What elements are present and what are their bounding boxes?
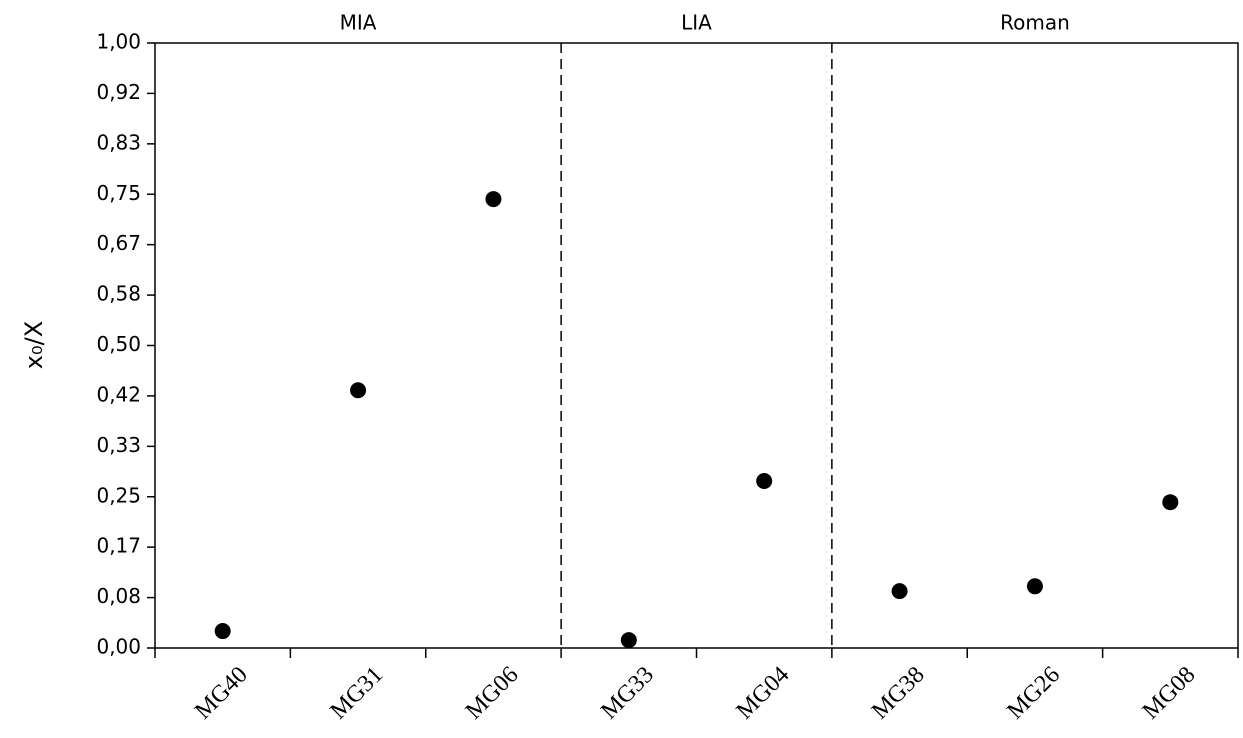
- plot-frame: [154, 42, 1239, 649]
- x-tick-label: MG04: [732, 662, 795, 725]
- x-tick-label: MG38: [867, 662, 930, 725]
- y-tick-label: 0,17: [96, 534, 141, 558]
- y-tick-label: 0,08: [96, 584, 141, 608]
- x-tick-label: MG33: [596, 662, 659, 725]
- y-tick-label: 0,92: [96, 80, 141, 104]
- data-point: [1162, 494, 1179, 511]
- y-tick-label: 0,33: [96, 433, 141, 457]
- group-label: Roman: [1000, 11, 1070, 35]
- y-tick-label: 0,00: [96, 635, 141, 659]
- x-tick-label: MG26: [1002, 662, 1065, 725]
- data-point: [350, 382, 367, 399]
- y-tick-label: 1,00: [96, 30, 141, 54]
- y-axis-label: x₀/X: [20, 321, 48, 369]
- data-point: [756, 473, 773, 490]
- y-tick-label: 0,67: [96, 231, 141, 255]
- y-tick-label: 0,25: [96, 483, 141, 507]
- y-tick-label: 0,58: [96, 282, 141, 306]
- data-point: [620, 632, 637, 649]
- group-label: MIA: [340, 11, 377, 35]
- x-tick-label: MG08: [1138, 662, 1201, 725]
- y-tick-label: 0,42: [96, 382, 141, 406]
- data-point: [214, 623, 231, 640]
- y-tick-label: 0,83: [96, 130, 141, 154]
- x-tick-label: MG31: [325, 662, 388, 725]
- data-point: [1026, 578, 1043, 595]
- x-tick-label: MG06: [461, 662, 524, 725]
- y-tick-label: 0,50: [96, 332, 141, 356]
- y-tick-label: 0,75: [96, 181, 141, 205]
- data-point: [485, 191, 502, 208]
- group-label: LIA: [681, 11, 712, 35]
- data-point: [891, 583, 908, 600]
- x-tick-label: MG40: [190, 662, 253, 725]
